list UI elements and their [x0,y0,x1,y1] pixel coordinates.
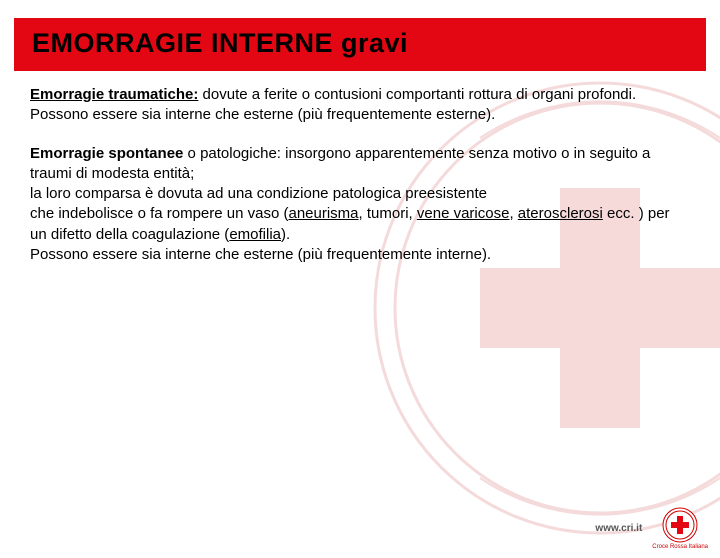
slide-title-bar: EMORRAGIE INTERNE gravi [14,18,706,71]
link-emofilia[interactable]: emofilia [229,226,281,243]
footer-logo-text: Croce Rossa Italiana [652,544,708,550]
link-aneurisma[interactable]: aneurisma [288,205,358,222]
link-aterosclerosi[interactable]: aterosclerosi [518,205,603,222]
lead-traumatiche: Emorragie traumatiche: [30,86,198,103]
slide-title: EMORRAGIE INTERNE gravi [32,28,688,59]
sep-1: , tumori, [359,205,417,222]
text-spontanee-3c: ). [281,226,290,243]
sep-2: , [509,205,517,222]
footer-url: www.cri.it [595,523,642,534]
lead-spontanee: Emorragie spontanee [30,145,183,162]
link-vene-varicose[interactable]: vene varicose [417,205,510,222]
text-spontanee-2: la loro comparsa è dovuta ad una condizi… [30,185,487,202]
slide-footer: www.cri.it Croce Rossa Italiana [595,507,708,550]
paragraph-traumatiche: Emorragie traumatiche: dovute a ferite o… [30,85,690,126]
paragraph-spontanee: Emorragie spontanee o patologiche: insor… [30,144,690,266]
slide-body: Emorragie traumatiche: dovute a ferite o… [0,71,720,265]
footer-logo: Croce Rossa Italiana [652,507,708,550]
text-spontanee-4: Possono essere sia interne che esterne (… [30,246,491,263]
redcross-logo-icon [662,507,698,543]
text-spontanee-3a: che indebolisce o fa rompere un vaso ( [30,205,288,222]
